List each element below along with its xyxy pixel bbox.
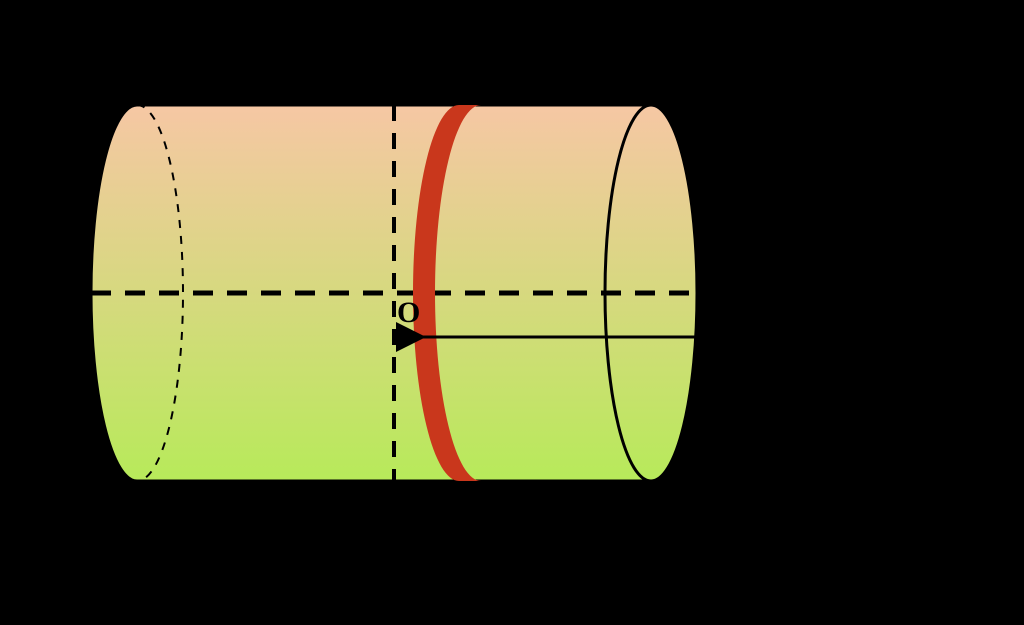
label-O: O: [397, 296, 420, 329]
label-r: r: [730, 319, 742, 352]
